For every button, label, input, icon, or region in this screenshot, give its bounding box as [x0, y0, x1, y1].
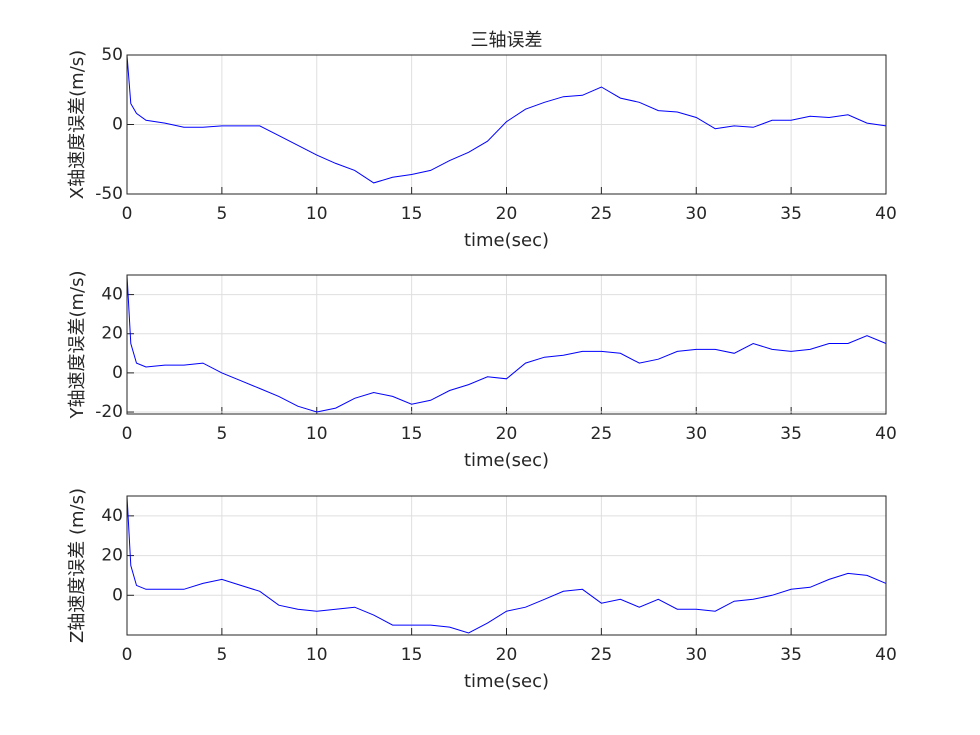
x-axis-label: time(sec) [464, 450, 549, 471]
data-line [126, 495, 887, 634]
x-tick-label: 25 [591, 424, 613, 444]
x-tick-label: 35 [780, 645, 802, 665]
y-tick-label: 20 [101, 546, 123, 566]
x-tick-label: 5 [216, 645, 227, 665]
axes-box [126, 274, 887, 415]
y-tick-label: 0 [112, 585, 123, 605]
x-tick-label: 15 [401, 424, 423, 444]
x-tick-label: 35 [780, 424, 802, 444]
x-axis-label: time(sec) [464, 230, 549, 251]
x-tick-label: 15 [401, 645, 423, 665]
x-tick-label: 25 [591, 204, 613, 224]
x-tick-label: 15 [401, 204, 423, 224]
y-tick-label: 40 [101, 285, 123, 305]
x-tick-label: 30 [685, 645, 707, 665]
axes-box [126, 495, 887, 636]
x-tick-label: 10 [306, 204, 328, 224]
x-tick-label: 25 [591, 645, 613, 665]
chart-title: 三轴误差 [471, 30, 543, 51]
x-axis-label: time(sec) [464, 671, 549, 692]
y-axis-label: Y轴速度误差(m/s) [67, 270, 88, 419]
axes-box [126, 54, 887, 195]
data-line [126, 54, 887, 184]
x-tick-label: 0 [122, 204, 133, 224]
x-tick-label: 0 [122, 424, 133, 444]
x-tick-label: 40 [875, 645, 897, 665]
y-tick-label: -50 [95, 184, 123, 204]
y-tick-label: 50 [101, 45, 123, 65]
x-tick-label: 5 [216, 424, 227, 444]
data-line [126, 274, 887, 413]
x-tick-label: 5 [216, 204, 227, 224]
y-tick-label: 40 [101, 506, 123, 526]
x-tick-label: 20 [496, 204, 518, 224]
y-axis-label: X轴速度误差(m/s) [67, 50, 88, 199]
y-tick-label: 0 [112, 363, 123, 383]
x-tick-label: 40 [875, 204, 897, 224]
y-axis-label: Z轴速度误差 (m/s) [67, 488, 88, 643]
x-tick-label: 10 [306, 424, 328, 444]
x-tick-label: 40 [875, 424, 897, 444]
x-tick-label: 30 [685, 204, 707, 224]
x-tick-label: 0 [122, 645, 133, 665]
x-tick-label: 35 [780, 204, 802, 224]
x-tick-label: 30 [685, 424, 707, 444]
y-tick-label: 0 [112, 115, 123, 135]
x-tick-label: 20 [496, 424, 518, 444]
y-tick-label: -20 [95, 402, 123, 422]
y-tick-label: 20 [101, 324, 123, 344]
x-tick-label: 10 [306, 645, 328, 665]
x-tick-label: 20 [496, 645, 518, 665]
